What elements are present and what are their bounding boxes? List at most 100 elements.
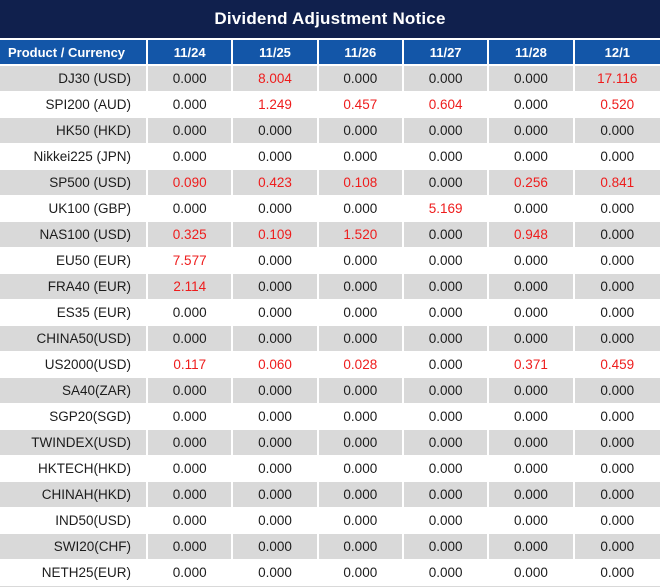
value-cell: 0.000 <box>574 560 660 586</box>
table-row: NAS100 (USD) 0.325 0.109 1.520 0.000 0.948 0.0… <box>0 222 660 248</box>
value-cell: 0.109 <box>233 222 319 248</box>
product-cell: Nikkei225 (JPN) <box>0 144 149 170</box>
value-cell: 0.000 <box>148 482 234 508</box>
value-cell: 8.004 <box>233 66 319 92</box>
value-cell: 0.000 <box>489 456 575 482</box>
product-cell: NETH25(EUR) <box>0 560 149 586</box>
table-row: CHINA50(USD) 0.000 0.000 0.000 0.000 0.000 0.0… <box>0 326 660 352</box>
value-cell: 0.000 <box>318 456 404 482</box>
product-cell: HKTECH(HKD) <box>0 456 149 482</box>
value-cell: 0.000 <box>574 222 660 248</box>
value-cell: 0.000 <box>403 300 490 326</box>
table-header: Product / Currency 11/24 11/25 11/26 11/… <box>0 40 660 66</box>
value-cell: 0.000 <box>489 144 575 170</box>
value-cell: 0.000 <box>318 300 404 326</box>
value-cell: 0.000 <box>148 430 234 456</box>
table-row: DJ30 (USD) 0.000 8.004 0.000 0.000 0.000 17.11… <box>0 66 660 92</box>
value-cell: 0.000 <box>403 508 490 534</box>
product-cell: SWI20(CHF) <box>0 534 149 560</box>
value-cell: 0.841 <box>574 170 660 196</box>
value-cell: 0.000 <box>489 118 575 144</box>
value-cell: 0.000 <box>148 456 234 482</box>
value-cell: 0.000 <box>148 508 234 534</box>
value-cell: 0.371 <box>489 352 575 378</box>
value-cell: 0.000 <box>233 482 319 508</box>
value-cell: 0.459 <box>574 352 660 378</box>
product-cell: UK100 (GBP) <box>0 196 149 222</box>
value-cell: 0.000 <box>148 92 234 118</box>
value-cell: 0.000 <box>318 404 404 430</box>
value-cell: 0.000 <box>233 248 319 274</box>
value-cell: 0.000 <box>403 430 490 456</box>
table-row: HK50 (HKD) 0.000 0.000 0.000 0.000 0.000 0.000 <box>0 118 660 144</box>
table-body: DJ30 (USD) 0.000 8.004 0.000 0.000 0.000 17.11… <box>0 66 660 586</box>
value-cell: 0.520 <box>574 92 660 118</box>
table-row: ES35 (EUR) 0.000 0.000 0.000 0.000 0.000 0.000 <box>0 300 660 326</box>
value-cell: 0.000 <box>148 534 234 560</box>
value-cell: 0.000 <box>574 404 660 430</box>
value-cell: 0.000 <box>403 404 490 430</box>
value-cell: 5.169 <box>403 196 490 222</box>
value-cell: 0.000 <box>233 144 319 170</box>
value-cell: 0.000 <box>233 300 319 326</box>
value-cell: 0.000 <box>318 196 404 222</box>
value-cell: 0.000 <box>489 430 575 456</box>
table-row: SA40(ZAR) 0.000 0.000 0.000 0.000 0.000 0.000 <box>0 378 660 404</box>
value-cell: 0.000 <box>403 534 490 560</box>
value-cell: 0.000 <box>489 274 575 300</box>
value-cell: 0.000 <box>318 144 404 170</box>
value-cell: 0.000 <box>574 508 660 534</box>
value-cell: 0.604 <box>403 92 490 118</box>
table-row: SWI20(CHF) 0.000 0.000 0.000 0.000 0.000 0.000 <box>0 534 660 560</box>
product-cell: CHINAH(HKD) <box>0 482 149 508</box>
value-cell: 0.000 <box>574 118 660 144</box>
value-cell: 0.000 <box>233 118 319 144</box>
table-row: Nikkei225 (JPN) 0.000 0.000 0.000 0.000 0.000… <box>0 144 660 170</box>
table-row: SPI200 (AUD) 0.000 1.249 0.457 0.604 0.000 0.5… <box>0 92 660 118</box>
date-header: 11/25 <box>233 40 319 66</box>
value-cell: 0.256 <box>489 170 575 196</box>
dividend-table: Product / Currency 11/24 11/25 11/26 11/… <box>0 40 660 586</box>
value-cell: 0.000 <box>403 118 490 144</box>
value-cell: 0.000 <box>574 248 660 274</box>
product-cell: SGP20(SGD) <box>0 404 149 430</box>
value-cell: 0.000 <box>574 534 660 560</box>
value-cell: 0.000 <box>574 300 660 326</box>
value-cell: 0.000 <box>403 352 490 378</box>
value-cell: 0.948 <box>489 222 575 248</box>
value-cell: 0.000 <box>403 560 490 586</box>
title-bar: Dividend Adjustment Notice <box>0 0 660 40</box>
header-row: Product / Currency 11/24 11/25 11/26 11/… <box>0 40 660 66</box>
value-cell: 0.000 <box>148 378 234 404</box>
date-header: 11/26 <box>318 40 404 66</box>
value-cell: 0.000 <box>489 326 575 352</box>
table-row: FRA40 (EUR) 2.114 0.000 0.000 0.000 0.000 0.00… <box>0 274 660 300</box>
value-cell: 0.000 <box>403 326 490 352</box>
value-cell: 0.000 <box>318 274 404 300</box>
value-cell: 0.000 <box>489 508 575 534</box>
date-header: 11/28 <box>489 40 575 66</box>
table-row: IND50(USD) 0.000 0.000 0.000 0.000 0.000 0.000 <box>0 508 660 534</box>
value-cell: 0.090 <box>148 170 234 196</box>
value-cell: 0.000 <box>148 196 234 222</box>
value-cell: 0.060 <box>233 352 319 378</box>
value-cell: 0.000 <box>489 196 575 222</box>
value-cell: 2.114 <box>148 274 234 300</box>
value-cell: 0.000 <box>233 560 319 586</box>
product-cell: SP500 (USD) <box>0 170 149 196</box>
value-cell: 0.000 <box>233 404 319 430</box>
value-cell: 0.000 <box>318 378 404 404</box>
date-header: 11/27 <box>403 40 490 66</box>
product-cell: SA40(ZAR) <box>0 378 149 404</box>
value-cell: 0.000 <box>148 404 234 430</box>
table-row: HKTECH(HKD) 0.000 0.000 0.000 0.000 0.000 0.00… <box>0 456 660 482</box>
value-cell: 0.000 <box>148 118 234 144</box>
product-cell: EU50 (EUR) <box>0 248 149 274</box>
value-cell: 0.000 <box>489 248 575 274</box>
table-row: UK100 (GBP) 0.000 0.000 0.000 5.169 0.000 0.00… <box>0 196 660 222</box>
value-cell: 0.000 <box>148 560 234 586</box>
product-cell: NAS100 (USD) <box>0 222 149 248</box>
value-cell: 0.000 <box>318 508 404 534</box>
value-cell: 0.000 <box>403 378 490 404</box>
